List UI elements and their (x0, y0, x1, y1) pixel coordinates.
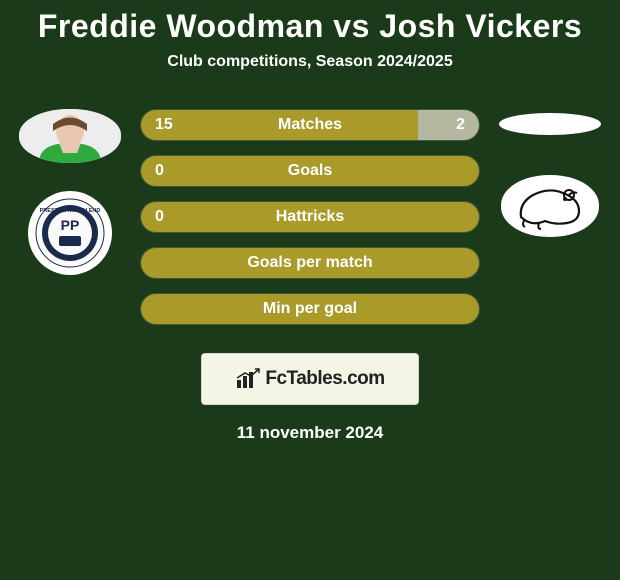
stat-bar-goals: 0Goals (140, 155, 480, 187)
stat-left-value (141, 294, 479, 324)
right-team-badge (501, 175, 599, 237)
date-text: 11 november 2024 (0, 423, 620, 443)
infographic-root: Freddie Woodman vs Josh Vickers Club com… (0, 0, 620, 443)
stat-bar-min-per-goal: Min per goal (140, 293, 480, 325)
brand-text: FcTables.com (265, 368, 384, 390)
left-player-photo (19, 109, 121, 163)
right-player-photo (499, 113, 601, 135)
stat-left-value: 15 (141, 110, 418, 140)
svg-text:PRESTON NORTH END: PRESTON NORTH END (40, 208, 101, 214)
left-player-column: PP PRESTON NORTH END (10, 109, 130, 275)
brand-icon (235, 368, 261, 390)
page-title: Freddie Woodman vs Josh Vickers (0, 8, 620, 45)
right-player-column (490, 109, 610, 237)
subtitle: Club competitions, Season 2024/2025 (0, 53, 620, 71)
stat-bar-hattricks: 0Hattricks (140, 201, 480, 233)
stat-bar-matches: 152Matches (140, 109, 480, 141)
stat-bar-goals-per-match: Goals per match (140, 247, 480, 279)
stat-right-value: 2 (418, 110, 479, 140)
svg-text:PP: PP (61, 217, 80, 233)
stat-left-value: 0 (141, 202, 479, 232)
left-team-badge: PP PRESTON NORTH END (28, 191, 112, 275)
brand-box: FcTables.com (201, 353, 419, 405)
main-area: PP PRESTON NORTH END 152Matches 0Goals 0Ha… (0, 109, 620, 325)
stats-column: 152Matches 0Goals 0Hattricks Goals per matc… (130, 109, 490, 325)
stat-left-value (141, 248, 479, 278)
stat-left-value: 0 (141, 156, 479, 186)
